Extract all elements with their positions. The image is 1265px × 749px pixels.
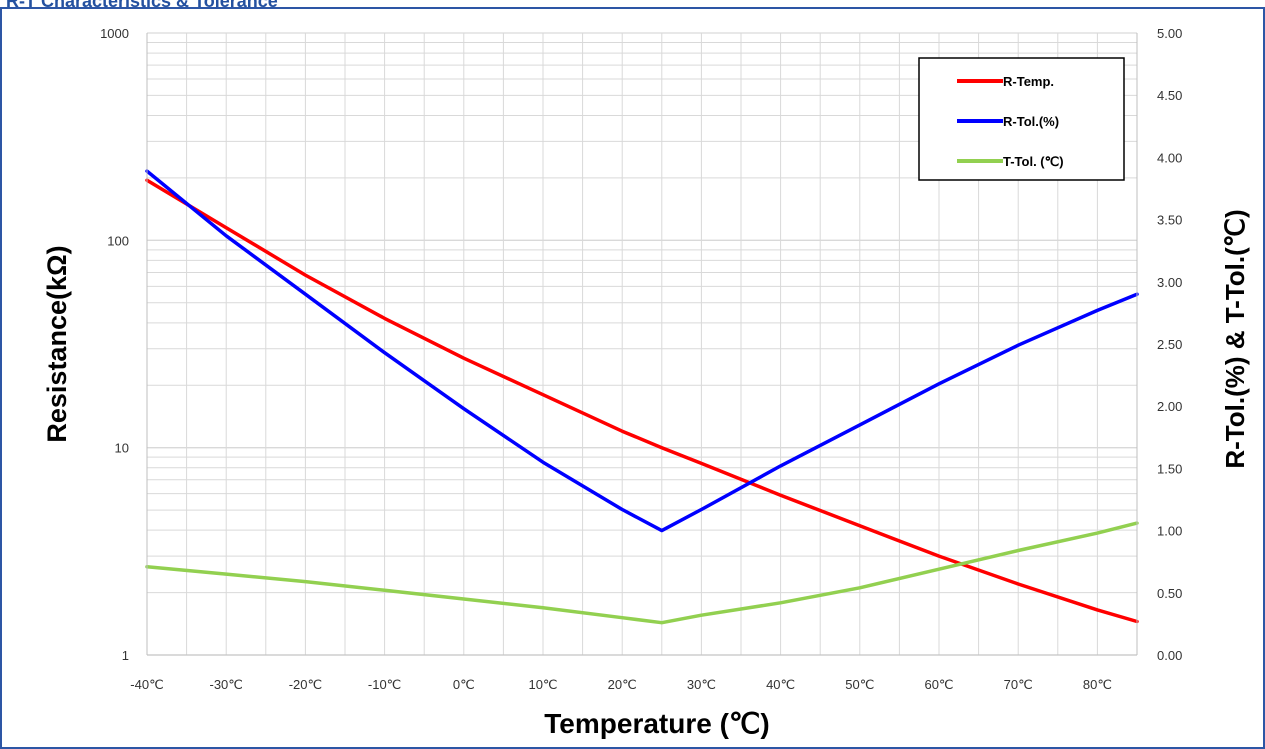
y-tick-label: 100 [107,233,129,248]
y-axis-title: Resistance(kΩ) [42,245,72,442]
x-tick-label: 50℃ [845,677,874,692]
axis-layer: -40℃ -30℃ -20℃ -10℃ 0℃ 10℃ 20℃ 30℃ 40℃ 50℃ 60℃ 70℃ 8… [42,26,1250,739]
y2-tick-label: 4.50 [1157,88,1182,103]
legend-label-3: T-Tol. (℃) [1003,154,1064,169]
legend-label-2: R-Tol.(%) [1003,114,1059,129]
y-tick-label: 10 [115,441,129,456]
x-tick-label: 20℃ [608,677,637,692]
x-tick-label: 40℃ [766,677,795,692]
x-tick-label: -10℃ [368,677,401,692]
series-line-2 [145,169,1139,533]
y2-tick-label: 4.00 [1157,150,1182,165]
series-line-1 [145,178,1139,624]
outer-frame [0,7,1265,749]
legend-label-1: R-Temp. [1003,74,1054,89]
x-tick-label: -40℃ [130,677,163,692]
legend-box [918,57,1125,181]
x-tick-label: 70℃ [1004,677,1033,692]
y2-tick-label: 0.00 [1157,648,1182,663]
page-title: R-T Characteristics & Tolerance [6,0,278,11]
y-tick-label: 1 [122,648,129,663]
x-tick-label: 0℃ [453,677,475,692]
y2-tick-label: 0.50 [1157,586,1182,601]
y2-axis-title: R-Tol.(%) & T-Tol.(℃) [1220,209,1250,468]
x-axis-title: Temperature (℃) [544,708,769,739]
y2-tick-label: 5.00 [1157,26,1182,41]
series-layer [145,169,1139,625]
x-tick-label: -20℃ [289,677,322,692]
x-tick-label: 10℃ [528,677,557,692]
x-tick-label: 30℃ [687,677,716,692]
x-tick-label: 80℃ [1083,677,1112,692]
legend: R-Temp. R-Tol.(%) T-Tol. (℃) [918,57,1125,181]
y2-tick-label: 3.50 [1157,213,1182,228]
y2-tick-label: 2.50 [1157,337,1182,352]
y2-tick-label: 1.50 [1157,461,1182,476]
x-tick-label: -30℃ [210,677,243,692]
y2-tick-label: 1.00 [1157,524,1182,539]
series-line-3 [145,521,1139,625]
x-tick-label: 60℃ [924,677,953,692]
y2-tick-label: 3.00 [1157,275,1182,290]
y-tick-label: 1000 [100,26,129,41]
y2-tick-label: 2.00 [1157,399,1182,414]
